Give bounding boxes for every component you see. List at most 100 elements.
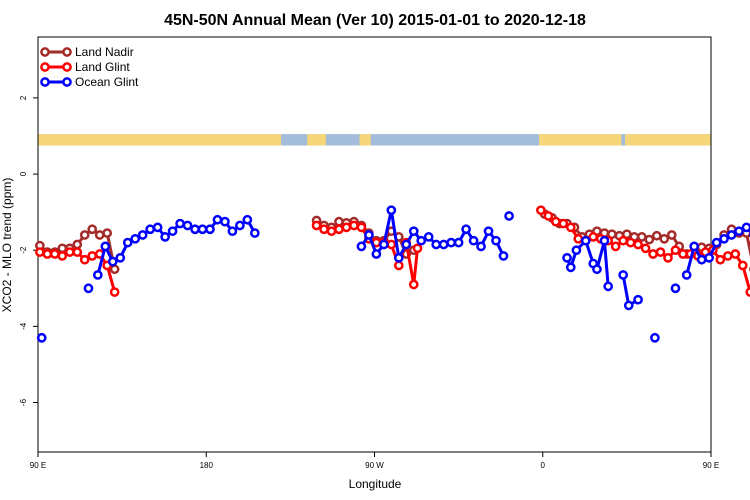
data-point-ocean-glint <box>423 232 434 242</box>
data-point-land-nadir <box>79 230 90 240</box>
data-point-ocean-glint <box>565 262 576 273</box>
data-point-ocean-glint <box>476 241 486 252</box>
data-point-land-glint <box>618 235 628 246</box>
data-point-land-glint <box>737 260 748 271</box>
data-point-land-glint <box>588 232 599 242</box>
data-point-ocean-glint <box>378 239 389 250</box>
data-point-ocean-glint <box>205 224 215 235</box>
data-point-land-glint <box>745 287 750 297</box>
data-point-land-nadir <box>651 230 662 241</box>
data-point-ocean-glint <box>356 241 367 252</box>
data-point-land-glint <box>87 251 98 261</box>
data-point-land-nadir <box>57 243 68 254</box>
data-point-ocean-glint <box>182 220 193 231</box>
data-point-land-nadir <box>87 224 98 235</box>
data-point-ocean-glint <box>696 254 707 265</box>
data-point-land-glint <box>57 251 68 261</box>
data-point-land-glint <box>311 220 322 231</box>
data-point-land-glint <box>42 249 53 259</box>
x-tick-label: 0 <box>541 461 546 470</box>
data-point-ocean-glint <box>592 264 602 275</box>
data-point-ocean-glint <box>190 224 200 235</box>
map-strip <box>38 134 711 146</box>
legend-marker <box>40 77 50 87</box>
data-point-ocean-glint <box>491 235 501 246</box>
data-point-ocean-glint <box>364 230 374 240</box>
data-point-ocean-glint <box>401 239 412 250</box>
y-axis: 2 0 -2 -4 -6 <box>19 95 38 406</box>
data-point-land-glint <box>408 279 419 290</box>
data-point-land-glint <box>412 243 423 254</box>
data-point-land-nadir <box>644 234 655 245</box>
data-point-ocean-glint <box>167 226 178 237</box>
data-point-land-glint <box>558 218 569 229</box>
land-band <box>307 134 326 146</box>
data-point-ocean-glint <box>711 237 722 248</box>
data-point-ocean-glint <box>36 332 47 343</box>
data-point-land-nadir <box>666 230 677 240</box>
data-point-ocean-glint <box>175 218 185 229</box>
data-point-ocean-glint <box>580 235 591 246</box>
data-point-land-glint <box>663 252 673 263</box>
data-point-ocean-glint <box>227 226 238 237</box>
y-tick-label: -2 <box>19 246 28 254</box>
legend-item-land-nadir: Land Nadir <box>40 45 134 59</box>
ocean-band <box>38 134 711 146</box>
data-point-land-glint <box>536 205 546 216</box>
data-point-land-glint <box>625 237 636 248</box>
data-point-land-glint <box>640 243 651 254</box>
legend-marker <box>62 77 72 87</box>
data-point-land-glint <box>610 241 621 252</box>
data-point-ocean-glint <box>438 239 449 250</box>
data-point-land-glint <box>319 224 329 235</box>
legend-label: Land Glint <box>75 60 130 74</box>
data-point-land-glint <box>648 249 658 259</box>
data-point-land-glint <box>678 249 688 259</box>
data-point-land-glint <box>334 224 344 235</box>
data-point-land-glint <box>393 260 404 271</box>
data-point-ocean-glint <box>734 226 744 237</box>
legend-label: Land Nadir <box>75 45 134 59</box>
data-point-land-glint <box>565 222 576 233</box>
data-point-ocean-glint <box>498 251 509 261</box>
data-point-ocean-glint <box>704 252 714 263</box>
data-point-ocean-glint <box>386 205 397 216</box>
data-point-ocean-glint <box>212 214 223 225</box>
data-point-ocean-glint <box>220 216 230 227</box>
data-point-land-glint <box>386 239 397 250</box>
data-point-land-nadir <box>72 239 83 250</box>
data-point-land-glint <box>79 254 90 265</box>
y-axis-label: XCO2 - MLO trend (ppm) <box>0 178 14 313</box>
x-tick-label: 90 E <box>30 461 46 470</box>
data-point-ocean-glint <box>83 283 94 294</box>
y-tick-label: -6 <box>19 398 28 406</box>
data-point-ocean-glint <box>235 220 245 231</box>
data-point-land-nadir <box>659 233 670 244</box>
data-point-land-nadir <box>94 230 105 240</box>
land-band <box>359 134 371 146</box>
data-point-land-nadir <box>102 228 113 238</box>
land-band <box>38 134 282 146</box>
data-point-ocean-glint <box>623 300 634 311</box>
data-point-ocean-glint <box>726 230 737 240</box>
data-point-ocean-glint <box>100 241 111 252</box>
data-point-land-glint <box>550 216 561 227</box>
data-point-ocean-glint <box>137 230 148 240</box>
x-tick-label: 90 W <box>365 461 384 470</box>
chart-title: 45N-50N Annual Mean (Ver 10) 2015-01-01 … <box>164 12 586 29</box>
data-point-ocean-glint <box>393 252 404 263</box>
land-band <box>539 134 622 146</box>
data-point-ocean-glint <box>599 235 610 246</box>
data-point-ocean-glint <box>122 237 133 248</box>
legend-label: Ocean Glint <box>75 75 139 89</box>
data-point-land-glint <box>670 245 681 256</box>
data-point-land-glint <box>543 211 554 221</box>
data-point-land-glint <box>72 247 83 257</box>
data-point-ocean-glint <box>461 224 471 235</box>
data-point-land-glint <box>64 247 75 257</box>
series-layer <box>35 205 750 343</box>
data-point-ocean-glint <box>504 211 514 221</box>
data-point-land-glint <box>722 251 733 261</box>
data-point-land-glint <box>715 254 726 265</box>
